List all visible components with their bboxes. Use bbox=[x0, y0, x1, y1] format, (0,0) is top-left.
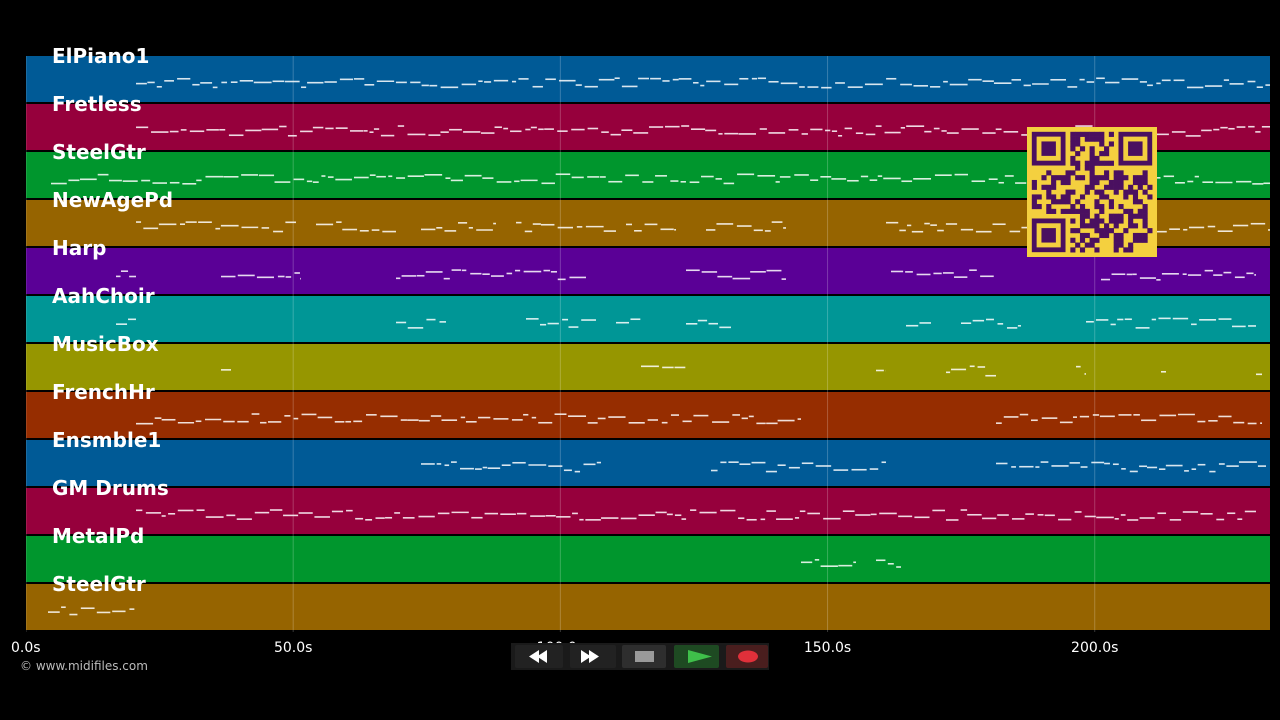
record-button[interactable] bbox=[726, 645, 768, 668]
stop-button[interactable] bbox=[622, 645, 666, 668]
track-label: NewAgePd bbox=[52, 188, 174, 212]
stop-icon bbox=[635, 651, 654, 662]
track-lane bbox=[26, 440, 1270, 486]
track-label: Fretless bbox=[52, 92, 142, 116]
record-icon bbox=[738, 650, 758, 663]
track-label: ElPiano1 bbox=[52, 44, 150, 68]
track-label: AahChoir bbox=[52, 284, 155, 308]
track-label: MusicBox bbox=[52, 332, 159, 356]
track-lane bbox=[26, 536, 1270, 582]
play-icon bbox=[688, 650, 712, 663]
track-lane bbox=[26, 296, 1270, 342]
copyright-text: © www.midifiles.com bbox=[20, 659, 148, 673]
fast-forward-button[interactable] bbox=[570, 645, 616, 668]
play-button[interactable] bbox=[674, 645, 719, 668]
track-label: FrenchHr bbox=[52, 380, 155, 404]
time-tick-label: 50.0s bbox=[273, 640, 313, 656]
track-lane bbox=[26, 392, 1270, 438]
track-label: Ensmble1 bbox=[52, 428, 162, 452]
qr-code-icon bbox=[1027, 127, 1157, 257]
track-label: Harp bbox=[52, 236, 107, 260]
time-tick-label: 200.0s bbox=[1071, 640, 1119, 656]
time-tick-label: 0.0s bbox=[11, 640, 41, 656]
time-tick-label: 150.0s bbox=[803, 640, 852, 656]
note-layer bbox=[48, 77, 1270, 616]
rewind-button[interactable] bbox=[515, 645, 563, 668]
transport-bar bbox=[511, 643, 769, 670]
track-lane bbox=[26, 584, 1270, 630]
rewind-icon bbox=[529, 650, 547, 663]
track-label: SteelGtr bbox=[52, 572, 146, 596]
fast-forward-icon bbox=[581, 650, 599, 663]
track-label: GM Drums bbox=[52, 476, 169, 500]
track-label: MetalPd bbox=[52, 524, 145, 548]
track-lane bbox=[26, 488, 1270, 534]
track-label: SteelGtr bbox=[52, 140, 146, 164]
